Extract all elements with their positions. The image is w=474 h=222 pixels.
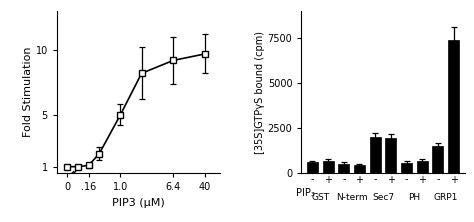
Bar [323,161,334,173]
Text: PIP₃: PIP₃ [296,188,315,198]
Bar [354,165,365,173]
Text: GST: GST [311,193,329,202]
Text: GRP1: GRP1 [434,193,458,202]
Text: A: A [21,0,33,3]
Bar [401,163,412,173]
Bar [338,164,349,173]
Text: Sec7: Sec7 [372,193,394,202]
Bar [417,161,428,173]
Bar [432,146,443,173]
Text: B: B [256,0,267,3]
Y-axis label: Fold Stimulation: Fold Stimulation [23,47,33,137]
Bar [448,40,459,173]
X-axis label: PIP3 (μM): PIP3 (μM) [112,198,165,208]
Text: PH: PH [408,193,420,202]
Y-axis label: [35S]GTPγS bound (cpm): [35S]GTPγS bound (cpm) [255,31,265,154]
Bar [385,138,396,173]
Bar [307,162,318,173]
Bar [370,137,381,173]
Text: N-term: N-term [336,193,367,202]
